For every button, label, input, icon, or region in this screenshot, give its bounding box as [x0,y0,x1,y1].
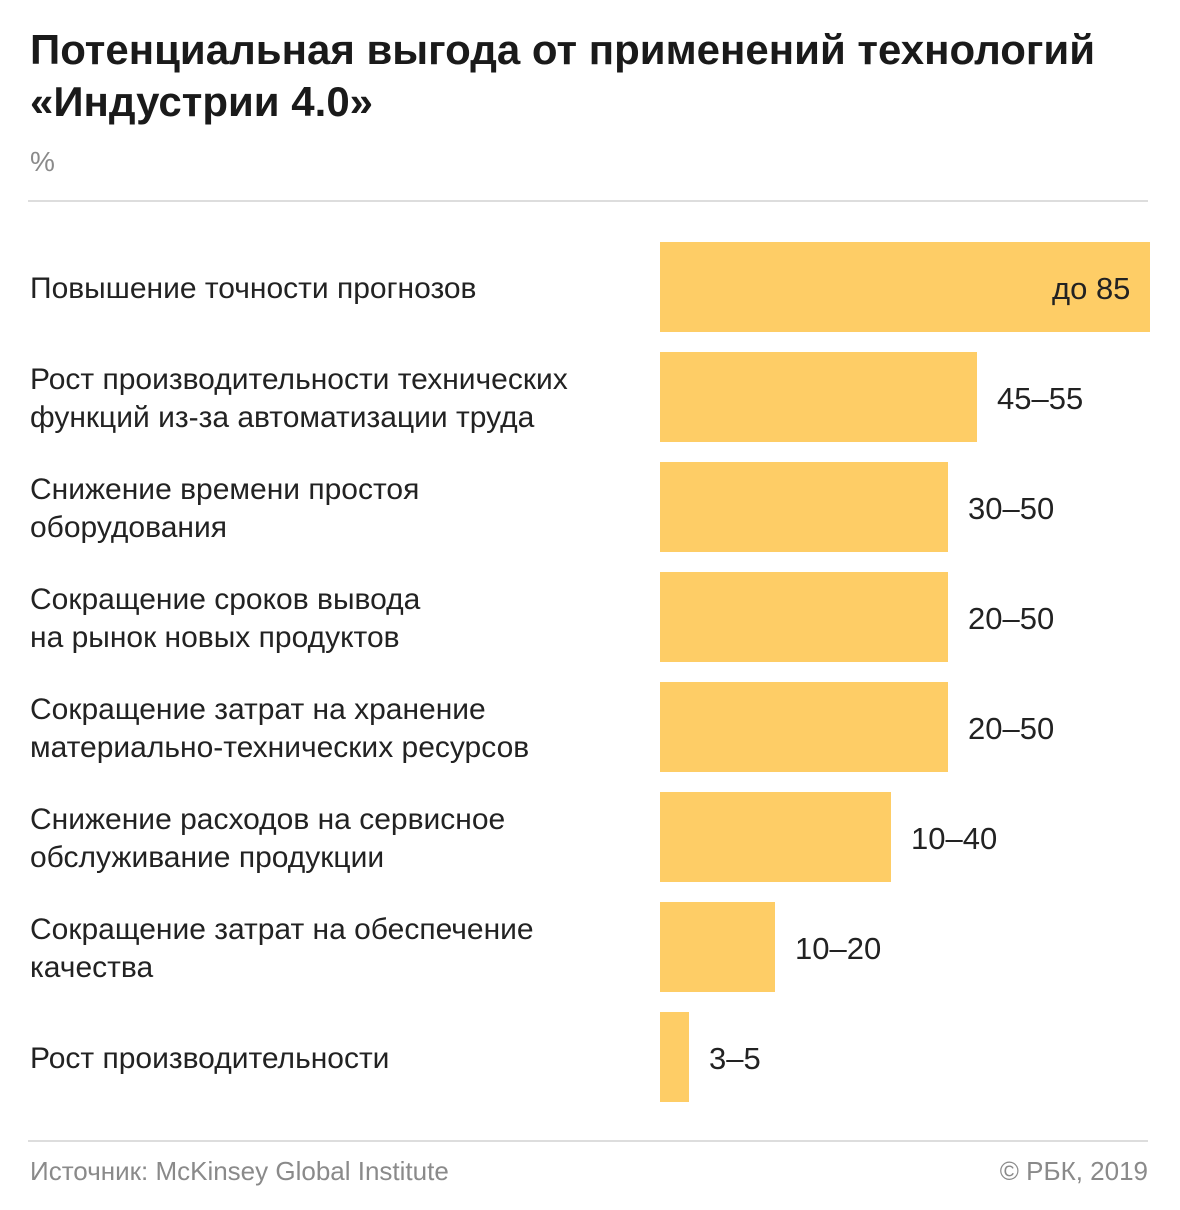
chart-title: Потенциальная выгода от применений техно… [30,26,1096,125]
bar [660,352,977,442]
value-label: 3–5 [709,1041,761,1076]
category-label: Рост производительности технических функ… [30,363,568,434]
bar [660,1012,689,1102]
category-label: Снижение времени простоя оборудования [30,473,420,544]
category-label: Сокращение затрат на обеспечение качеств… [30,913,534,984]
value-label: 10–20 [795,931,882,966]
bar [660,242,1150,332]
source-note: Источник: McKinsey Global Institute [30,1156,449,1186]
category-label: Снижение расходов на сервисное обслужива… [30,803,506,874]
copyright: © РБК, 2019 [999,1156,1148,1186]
value-label: 45–55 [997,381,1084,416]
value-label: 20–50 [968,601,1055,636]
bar [660,902,775,992]
unit-label: % [30,146,55,177]
bar [660,572,948,662]
category-label: Сокращение затрат на хранение материальн… [30,693,530,764]
value-label: до 85 [1052,271,1131,306]
bar [660,682,948,772]
bar [660,792,891,882]
value-label: 20–50 [968,711,1055,746]
category-label: Сокращение сроков вывода на рынок новых … [30,583,421,654]
bottom-divider [28,1140,1148,1142]
value-label: 30–50 [968,491,1055,526]
value-label: 10–40 [911,821,998,856]
category-label: Рост производительности [30,1042,390,1075]
bar [660,462,948,552]
category-label: Повышение точности прогнозов [30,272,477,305]
top-divider [28,200,1148,202]
